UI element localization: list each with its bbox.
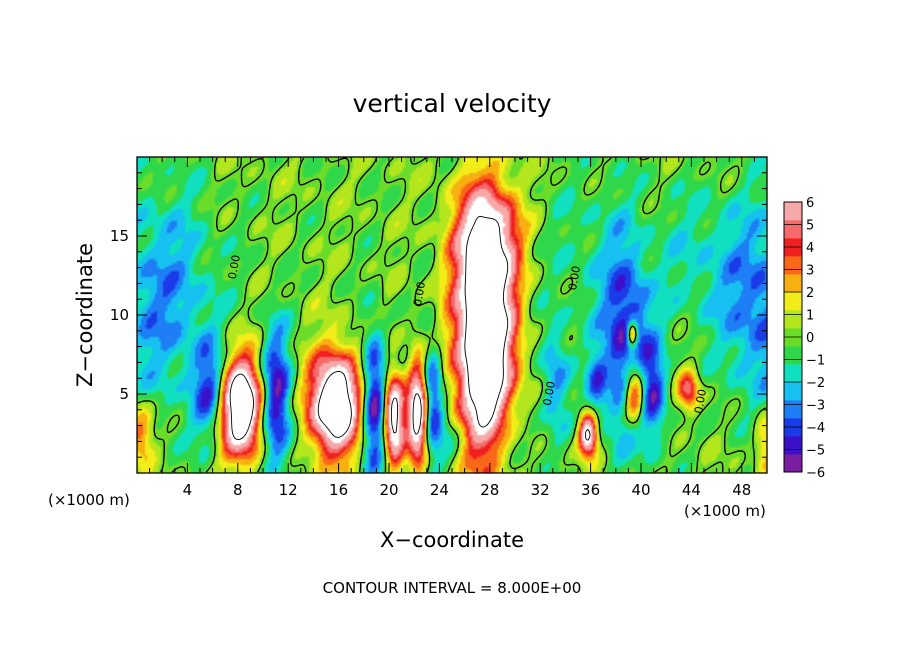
contour-lines bbox=[137, 157, 767, 473]
colorbar-tick-label: 4 bbox=[806, 241, 814, 256]
colorbar-swatch bbox=[784, 202, 802, 221]
colorbar-tick-label: 0 bbox=[806, 331, 814, 346]
colorbar-swatch bbox=[784, 310, 802, 329]
colorbar-tick-label: 2 bbox=[806, 286, 814, 301]
contour-positive bbox=[229, 215, 591, 441]
y-tick-label: 15 bbox=[110, 227, 129, 245]
y-tick-label: 10 bbox=[110, 306, 129, 324]
colorbar-swatch bbox=[784, 454, 802, 473]
x-tick-label: 8 bbox=[233, 481, 243, 499]
contour-interval-note: CONTOUR INTERVAL = 8.000E+00 bbox=[323, 579, 582, 597]
colorbar-swatch bbox=[784, 400, 802, 419]
colorbar-swatch bbox=[784, 364, 802, 383]
colorbar-tick-label: −4 bbox=[806, 421, 825, 436]
colorbar-tick-label: −1 bbox=[806, 354, 825, 369]
plot-area: 0.00 0.00 0.00 0.00 0.00 bbox=[136, 156, 768, 474]
y-tick-label: 5 bbox=[119, 385, 129, 403]
x-tick-label: 48 bbox=[732, 481, 751, 499]
colorbar-tick-label: 1 bbox=[806, 309, 814, 324]
velocity-field-image bbox=[137, 157, 767, 473]
colorbar-swatch bbox=[784, 220, 802, 239]
x-unit-left: (×1000 m) bbox=[48, 491, 130, 509]
x-unit-right: (×1000 m) bbox=[684, 502, 766, 520]
colorbar-swatch bbox=[784, 436, 802, 455]
x-tick-label: 44 bbox=[682, 481, 701, 499]
colorbar-swatch bbox=[784, 382, 802, 401]
x-tick-label: 28 bbox=[480, 481, 499, 499]
colorbar-swatch bbox=[784, 292, 802, 311]
x-axis-label: X−coordinate bbox=[380, 528, 524, 552]
x-tick-label: 12 bbox=[279, 481, 298, 499]
colorbar-swatch bbox=[784, 274, 802, 293]
colorbar-tick-label: 5 bbox=[806, 219, 814, 234]
contour-labels: 0.00 0.00 0.00 0.00 0.00 bbox=[226, 254, 709, 415]
contour-label: 0.00 bbox=[692, 388, 709, 414]
contour-label: 0.00 bbox=[411, 281, 428, 307]
colorbar-tick-label: 6 bbox=[806, 196, 814, 211]
y-axis-label: Z−coordinate bbox=[73, 243, 97, 387]
x-tick-label: 20 bbox=[379, 481, 398, 499]
x-tick-label: 16 bbox=[329, 481, 348, 499]
colorbar-tick-label: −2 bbox=[806, 376, 825, 391]
x-tick-label: 36 bbox=[581, 481, 600, 499]
colorbar-swatch bbox=[784, 346, 802, 365]
colorbar: 6 5 4 3 2 1 0 −1 −2 −3 −4 −5 −6 bbox=[783, 196, 825, 481]
colorbar-tick-label: −6 bbox=[806, 466, 825, 481]
y-axis-ticks: 5 10 15 bbox=[110, 172, 767, 458]
contour-label: 0.00 bbox=[226, 254, 243, 280]
contour-label: 0.00 bbox=[566, 265, 583, 291]
x-tick-label: 32 bbox=[531, 481, 550, 499]
chart-title: vertical velocity bbox=[353, 89, 552, 118]
x-tick-label: 24 bbox=[430, 481, 449, 499]
colorbar-swatch bbox=[784, 256, 802, 275]
colorbar-tick-label: −5 bbox=[806, 444, 825, 459]
x-axis-ticks: 4 8 12 16 20 24 28 32 36 40 44 48 bbox=[149, 157, 755, 499]
x-tick-label: 4 bbox=[183, 481, 193, 499]
colorbar-tick-label: −3 bbox=[806, 399, 825, 414]
contour-zero bbox=[137, 157, 767, 473]
x-tick-label: 40 bbox=[631, 481, 650, 499]
colorbar-tick-label: 3 bbox=[806, 264, 814, 279]
contour-label: 0.00 bbox=[541, 380, 558, 406]
